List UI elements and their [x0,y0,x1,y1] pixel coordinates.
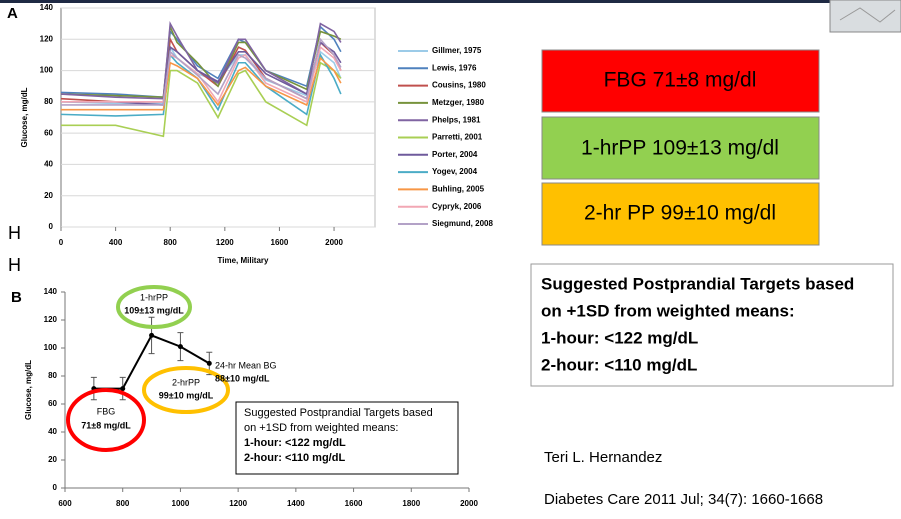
y-tick-label: 40 [48,427,57,436]
targets-line: on +1SD from weighted means: [541,301,795,320]
series-line [61,61,342,138]
x-tick-label: 1600 [271,238,289,247]
y-tick-label: 0 [49,222,54,231]
fbg-box [541,49,820,113]
point [149,332,155,338]
x-axis-label: Time, Military [218,256,270,265]
highlight-ellipse [116,285,192,329]
x-tick-label: 1000 [172,499,190,508]
2hr-box [541,182,820,246]
series-line [60,23,342,98]
note-line: on +1SD from weighted means: [244,422,398,434]
panel-label: B [11,289,22,306]
y-tick-label: 80 [44,97,53,106]
box-text: 2-hr PP 99±10 mg/dl [584,202,776,225]
point [177,344,183,350]
point [206,360,212,366]
series-line [61,37,342,106]
series-line [60,20,342,100]
annotation: 88±10 mg/dL [215,373,270,383]
x-tick-label: 2000 [325,238,343,247]
legend-label: Buhling, 2005 [432,185,485,194]
targets-line: 1-hour: <122 mg/dL [541,328,698,347]
y-tick-label: 20 [44,191,53,200]
x-tick-label: 1400 [287,499,305,508]
y-tick-label: 120 [44,315,58,324]
x-tick-label: 400 [109,238,123,247]
legend-label: Yogev, 2004 [432,167,478,176]
legend-label: Parretti, 2001 [432,133,483,142]
note-line: 2-hour: <110 mg/dL [244,452,345,464]
x-tick-label: 600 [58,499,72,508]
annotation: 99±10 mg/dL [159,390,214,400]
x-tick-label: 0 [59,238,64,247]
y-tick-label: 40 [44,160,53,169]
legend-label: Lewis, 1976 [432,63,477,72]
x-tick-label: 1200 [216,238,234,247]
annotation: 1-hrPP [140,292,168,302]
legend-label: Phelps, 1981 [432,115,481,124]
y-tick-label: 60 [48,399,57,408]
y-tick-label: 140 [44,287,58,296]
y-tick-label: 100 [44,343,58,352]
annotation: FBG [97,406,116,416]
y-axis-label: Glucose, mg/dL [24,360,33,420]
y-tick-label: 80 [48,371,57,380]
x-tick-label: 800 [164,238,178,247]
targets-line: Suggested Postprandial Targets based [541,274,854,293]
legend-label: Cousins, 1980 [432,81,486,90]
note-line: 1-hour: <122 mg/dL [244,437,346,449]
top-bar [0,0,901,3]
legend-label: Gillmer, 1975 [432,46,482,55]
y-tick-label: 100 [40,66,54,75]
legend-label: Porter, 2004 [432,150,478,159]
annotation: 71±8 mg/dL [81,420,131,430]
y-tick-label: 120 [40,34,54,43]
legend-label: Siegmund, 2008 [432,219,493,228]
y-tick-label: 20 [48,455,57,464]
targets-line: 2-hour: <110 mg/dL [541,355,697,374]
logo-image-detail [839,7,896,23]
1hr-box [541,116,820,180]
point [120,386,126,392]
highlight-ellipse [142,366,230,414]
side-label: H [8,255,21,275]
citation: Teri L. Hernandez [544,449,662,466]
box-text: FBG 71±8 mg/dl [604,69,757,92]
x-tick-label: 1200 [229,499,247,508]
box-text: 1-hrPP 109±13 mg/dl [581,137,779,160]
side-label: H [8,223,21,243]
y-tick-label: 0 [53,483,58,492]
x-tick-label: 1600 [345,499,363,508]
annotation: 24-hr Mean BG [215,360,277,370]
highlight-ellipse [66,388,146,452]
legend-label: Metzger, 1980 [432,98,485,107]
citation: Diabetes Care 2011 Jul; 34(7): 1660-1668 [544,491,823,508]
note-line: Suggested Postprandial Targets based [244,407,433,419]
annotation: 109±13 mg/dL [124,305,184,315]
x-tick-label: 2000 [460,499,478,508]
annotation: 2-hrPP [172,377,200,387]
legend-label: Cypryk, 2006 [432,202,482,211]
logo-image [829,0,901,33]
y-axis-label: Glucose, mg/dL [20,87,29,147]
x-tick-label: 800 [116,499,130,508]
note-box [235,401,459,475]
x-tick-label: 1800 [402,499,420,508]
panel-label: A [7,5,18,22]
targets-box [530,263,894,387]
y-tick-label: 140 [40,3,54,12]
y-tick-label: 60 [44,128,53,137]
